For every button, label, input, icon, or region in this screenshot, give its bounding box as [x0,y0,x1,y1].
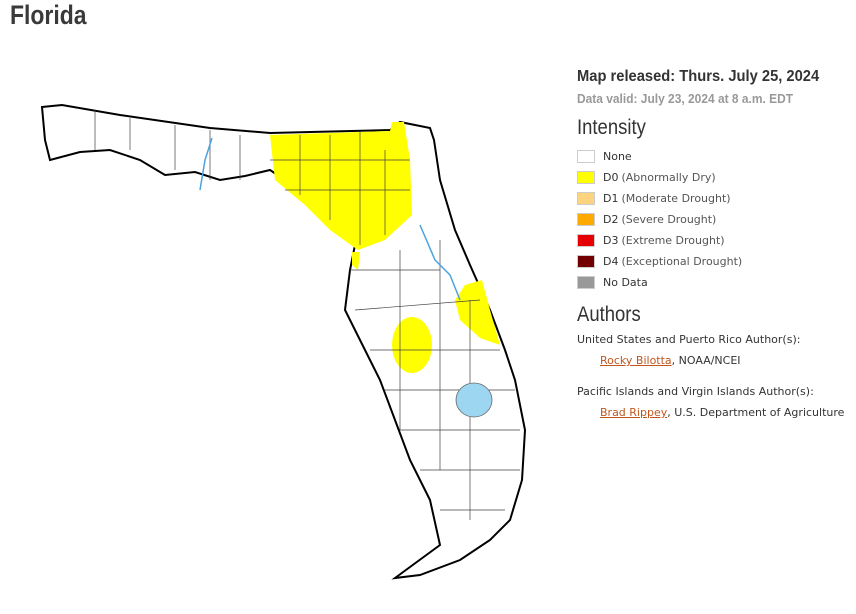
author-heading: Pacific Islands and Virgin Islands Autho… [577,385,814,398]
legend-swatch [577,255,595,268]
legend-code: D1 [603,192,619,205]
data-valid: Data valid: July 23, 2024 at 8 a.m. EDT [577,91,794,106]
legend-item: D3 (Extreme Drought) [577,230,856,251]
legend-item: No Data [577,272,856,293]
legend-label: (Extreme Drought) [621,234,725,247]
d0-east [455,280,500,345]
legend-code: D0 [603,171,619,184]
legend-code: D4 [603,255,619,268]
author-link[interactable]: Rocky Bilotta [600,354,672,367]
legend-item: D4 (Exceptional Drought) [577,251,856,272]
author-link[interactable]: Brad Rippey [600,406,668,419]
legend-swatch [577,276,595,289]
legend-title: Intensity [577,116,646,139]
page-title: Florida [10,0,87,30]
legend-label: (Exceptional Drought) [621,255,743,268]
legend-swatch [577,192,595,205]
legend-code: None [603,150,632,163]
county-lines [94,110,520,520]
state-outline [40,103,527,580]
legend-code: D2 [603,213,619,226]
legend-item: D0 (Abnormally Dry) [577,167,856,188]
author-affiliation: , NOAA/NCEI [671,354,741,367]
map-released: Map released: Thurs. July 25, 2024 [577,68,820,85]
legend-code: No Data [603,276,648,289]
authors-title: Authors [577,303,641,326]
lake-okeechobee [455,382,493,418]
legend-item: D2 (Severe Drought) [577,209,856,230]
info-panel: Map released: Thurs. July 25, 2024 Data … [577,68,856,437]
legend-code: D3 [603,234,619,247]
legend-item: D1 (Moderate Drought) [577,188,856,209]
d0-central [392,317,432,373]
legend: None D0 (Abnormally Dry) D1 (Moderate Drough… [577,146,856,293]
legend-label: (Abnormally Dry) [621,171,716,184]
authors: United States and Puerto Rico Author(s):… [577,333,856,419]
legend-swatch [577,171,595,184]
river [199,137,461,301]
author-row: Brad Rippey, U.S. Department of Agricult… [600,406,856,419]
d0-coast [352,252,360,270]
legend-swatch [577,234,595,247]
legend-label: (Moderate Drought) [621,192,731,205]
legend-label: (Severe Drought) [621,213,717,226]
author-row: Rocky Bilotta, NOAA/NCEI [600,354,856,367]
legend-swatch [577,213,595,226]
legend-swatch [577,150,595,163]
legend-item: None [577,146,856,167]
d0-north [270,122,412,250]
map [40,103,527,580]
author-affiliation: , U.S. Department of Agriculture [667,406,845,419]
author-heading: United States and Puerto Rico Author(s): [577,333,801,346]
